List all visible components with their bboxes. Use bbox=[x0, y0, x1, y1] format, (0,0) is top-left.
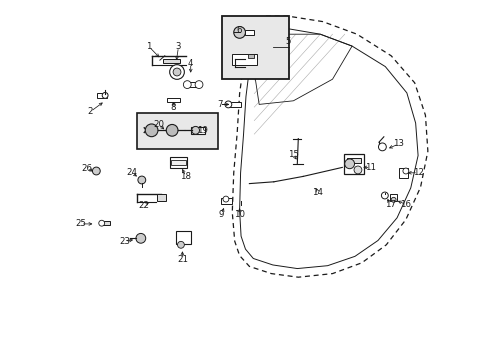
Circle shape bbox=[183, 81, 191, 89]
Text: 3: 3 bbox=[175, 42, 181, 51]
Circle shape bbox=[223, 196, 228, 202]
Bar bbox=[244, 30, 253, 35]
Text: 1: 1 bbox=[146, 42, 152, 51]
Circle shape bbox=[195, 81, 203, 89]
Bar bbox=[162, 59, 180, 63]
Circle shape bbox=[169, 65, 184, 79]
Text: 18: 18 bbox=[180, 172, 191, 181]
Text: 13: 13 bbox=[392, 139, 403, 148]
Text: 5: 5 bbox=[285, 37, 291, 46]
Circle shape bbox=[177, 241, 184, 248]
Circle shape bbox=[381, 192, 387, 199]
Bar bbox=[176, 231, 190, 244]
Circle shape bbox=[344, 159, 354, 169]
Circle shape bbox=[402, 168, 408, 174]
Circle shape bbox=[191, 126, 199, 134]
Bar bbox=[185, 82, 200, 87]
Text: 25: 25 bbox=[75, 219, 86, 228]
Text: 21: 21 bbox=[177, 255, 187, 264]
Text: 2: 2 bbox=[87, 107, 93, 116]
Circle shape bbox=[233, 27, 245, 38]
Bar bbox=[101, 221, 109, 225]
Text: 14: 14 bbox=[312, 188, 323, 197]
Bar bbox=[247, 54, 253, 58]
Bar bbox=[167, 98, 180, 102]
Circle shape bbox=[378, 143, 386, 151]
Text: 17: 17 bbox=[384, 200, 395, 209]
Bar bbox=[170, 127, 180, 132]
Text: 20: 20 bbox=[153, 120, 164, 129]
Text: 22: 22 bbox=[139, 201, 149, 210]
Circle shape bbox=[145, 124, 158, 137]
Text: 8: 8 bbox=[170, 104, 176, 112]
Circle shape bbox=[162, 131, 170, 139]
Bar bbox=[157, 194, 165, 201]
Circle shape bbox=[136, 233, 145, 243]
Text: 9: 9 bbox=[219, 210, 224, 219]
Bar bbox=[97, 93, 106, 98]
Text: 24: 24 bbox=[126, 168, 137, 177]
Bar bbox=[389, 194, 397, 201]
Bar bbox=[190, 127, 205, 134]
Text: 7: 7 bbox=[217, 100, 223, 109]
Circle shape bbox=[138, 176, 145, 184]
Text: 6: 6 bbox=[235, 26, 241, 35]
Bar bbox=[221, 198, 231, 204]
Bar bbox=[398, 168, 407, 178]
Bar bbox=[165, 131, 184, 146]
Circle shape bbox=[92, 167, 100, 175]
Text: 23: 23 bbox=[119, 237, 130, 246]
Text: 10: 10 bbox=[234, 210, 244, 219]
Bar bbox=[137, 113, 217, 149]
Circle shape bbox=[353, 166, 361, 174]
Circle shape bbox=[390, 197, 395, 202]
Bar bbox=[170, 157, 186, 168]
Bar bbox=[222, 16, 288, 79]
Circle shape bbox=[99, 220, 104, 226]
Bar bbox=[346, 158, 361, 163]
Text: 19: 19 bbox=[197, 126, 208, 135]
Circle shape bbox=[173, 68, 181, 76]
Text: 12: 12 bbox=[412, 168, 423, 177]
Circle shape bbox=[102, 93, 108, 98]
Text: 16: 16 bbox=[400, 200, 410, 209]
Text: 15: 15 bbox=[287, 150, 298, 159]
Bar bbox=[232, 54, 256, 65]
Text: 26: 26 bbox=[81, 163, 92, 173]
Bar bbox=[171, 160, 185, 166]
Text: 11: 11 bbox=[365, 163, 375, 172]
Bar bbox=[344, 154, 363, 174]
Circle shape bbox=[224, 101, 231, 108]
Circle shape bbox=[166, 125, 178, 136]
Bar bbox=[228, 102, 240, 107]
Text: 4: 4 bbox=[187, 58, 193, 68]
